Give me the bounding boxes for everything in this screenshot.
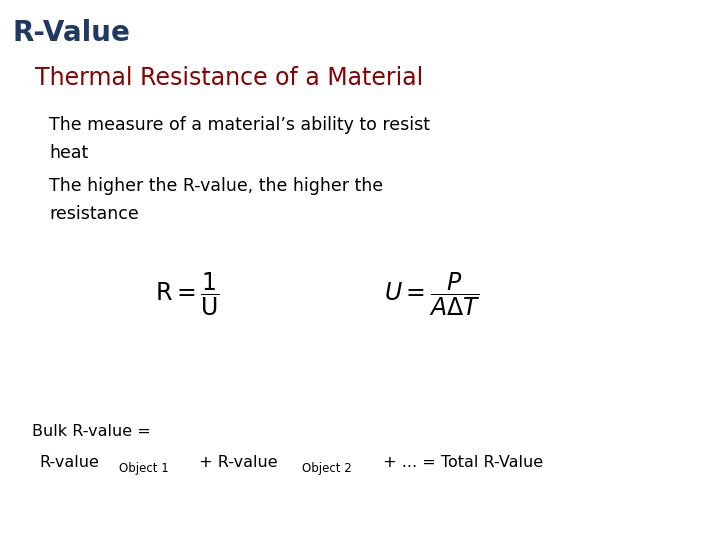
Text: The higher the R-value, the higher the: The higher the R-value, the higher the <box>49 177 383 195</box>
Text: + ... = Total R-Value: + ... = Total R-Value <box>378 455 543 470</box>
Text: Object 2: Object 2 <box>302 462 352 475</box>
Text: R-value: R-value <box>40 455 99 470</box>
Text: + R-value: + R-value <box>194 455 278 470</box>
Text: Object 1: Object 1 <box>119 462 168 475</box>
Text: The measure of a material’s ability to resist: The measure of a material’s ability to r… <box>49 116 430 134</box>
Text: resistance: resistance <box>49 205 139 223</box>
Text: $\mathregular{R} = \dfrac{1}{\mathregular{U}}$: $\mathregular{R} = \dfrac{1}{\mathregula… <box>155 271 220 318</box>
Text: Bulk R-value =: Bulk R-value = <box>32 424 151 439</box>
Text: $\mathit{U} = \dfrac{\mathit{P}}{\mathit{A}\Delta\mathit{T}}$: $\mathit{U} = \dfrac{\mathit{P}}{\mathit… <box>384 271 480 318</box>
Text: Thermal Resistance of a Material: Thermal Resistance of a Material <box>35 66 423 90</box>
Text: heat: heat <box>49 144 89 162</box>
Text: R-Value: R-Value <box>13 19 131 47</box>
